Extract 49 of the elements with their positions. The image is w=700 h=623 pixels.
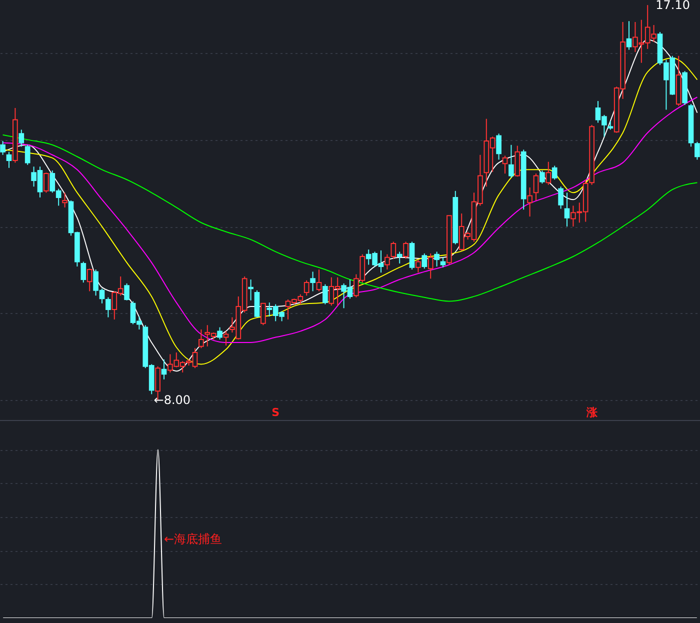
candlestick	[248, 279, 254, 301]
candlestick	[86, 268, 92, 292]
candlestick	[310, 271, 316, 292]
candlestick	[396, 251, 402, 264]
candlestick	[428, 252, 434, 280]
text: S	[272, 406, 280, 419]
candlestick	[18, 129, 24, 148]
text: 涨	[585, 406, 598, 419]
candlestick	[434, 251, 440, 267]
candlestick	[552, 165, 558, 180]
candlestick	[304, 280, 310, 296]
candlestick	[124, 282, 130, 301]
candlestick	[694, 141, 700, 160]
candlestick	[416, 259, 421, 274]
candlestick	[409, 241, 415, 270]
candlestick	[198, 328, 204, 349]
candlestick	[626, 20, 632, 50]
candlestick	[527, 186, 532, 218]
candlestick	[440, 256, 446, 268]
candlestick	[260, 302, 266, 326]
candlestick	[161, 358, 167, 380]
candlestick	[44, 172, 49, 194]
candlestick	[502, 155, 508, 174]
candlestick	[546, 161, 552, 186]
candlestick	[390, 241, 396, 260]
candlestick	[384, 254, 390, 270]
candlestick	[403, 241, 408, 260]
candlestick	[254, 290, 260, 318]
annotation: ←海底捕鱼	[164, 532, 222, 546]
candlestick	[24, 144, 30, 166]
candlestick	[316, 269, 322, 292]
candlestick	[514, 145, 520, 178]
candlestick	[223, 330, 229, 346]
candlestick	[322, 284, 328, 305]
candlestick	[496, 133, 502, 160]
candlestick	[0, 140, 6, 156]
candlestick	[508, 144, 514, 178]
candlestick	[6, 151, 12, 168]
candlestick	[558, 186, 564, 210]
candlestick	[564, 192, 570, 228]
candlestick	[62, 192, 68, 208]
candlestick	[106, 296, 111, 318]
candlestick	[217, 326, 222, 340]
candlestick	[80, 261, 86, 284]
candlestick	[422, 252, 428, 270]
annotation: ←8.00	[154, 393, 191, 408]
candlestick	[533, 173, 539, 201]
candlestick	[540, 170, 545, 184]
annotation: 17.10	[656, 0, 690, 12]
